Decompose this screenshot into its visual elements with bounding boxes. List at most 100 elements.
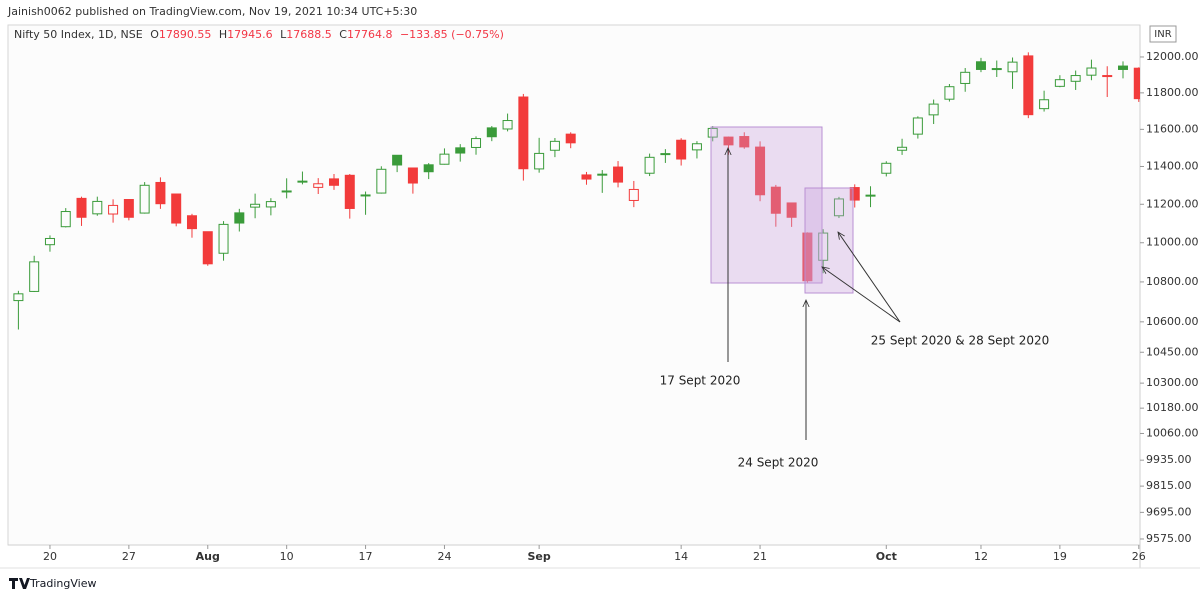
candle-body (581, 174, 592, 180)
y-tick-label: 9815.00 (1146, 479, 1192, 492)
candle-body (329, 178, 339, 186)
currency: INR (1154, 29, 1171, 40)
candle-body (376, 168, 387, 194)
candle-body (991, 68, 1002, 71)
candle-body (139, 184, 150, 214)
candle-body (423, 164, 434, 173)
annotation: 25 Sept 2020 & 28 Sept 2020 (871, 334, 1050, 348)
x-tick-label: Aug (196, 550, 220, 563)
legend-c: 17764.8 (347, 28, 393, 41)
candle-body (975, 61, 986, 70)
legend-c-label: C (339, 28, 347, 41)
y-tick-label: 11600.00 (1146, 122, 1199, 135)
plot (13, 52, 1140, 330)
annotation: 24 Sept 2020 (738, 456, 819, 470)
candle-body (13, 293, 24, 302)
candle-body (344, 174, 355, 209)
candle-body (549, 140, 560, 151)
candle-body (313, 183, 324, 188)
candle-body (92, 200, 103, 215)
candle-body (818, 232, 829, 261)
legend-o: 17890.55 (159, 28, 212, 41)
y-tick-label: 10060.00 (1146, 426, 1199, 439)
plot-area (7, 24, 1141, 546)
candle-body (881, 162, 892, 174)
candle-body (234, 212, 245, 224)
y-tick-label: 10180.00 (1146, 401, 1199, 414)
x-tick-label: 10 (280, 550, 294, 563)
candle-body (928, 103, 939, 116)
legend-l-label: L (280, 28, 287, 41)
annotation: 17 Sept 2020 (660, 374, 741, 388)
candle-body (833, 198, 844, 217)
candle-body (944, 86, 955, 100)
x-tick-label: 19 (1053, 550, 1067, 563)
y-tick-label: 10450.00 (1146, 345, 1199, 358)
candle-body (849, 187, 860, 201)
header: Jainish0062 published on TradingView.com… (7, 5, 417, 18)
x-tick-label: 24 (437, 550, 451, 563)
candle-body (518, 96, 529, 170)
candle-body (202, 231, 213, 265)
x-tick-label: 12 (974, 550, 988, 563)
candle-body (471, 138, 482, 148)
candle-body (250, 203, 261, 208)
candle-body (1102, 75, 1113, 78)
candle-body (455, 147, 466, 154)
candle-body (44, 237, 55, 246)
candle-body (281, 190, 292, 193)
candle-body (29, 261, 40, 292)
x-tick-label: 17 (359, 550, 373, 563)
x-tick-label: 20 (43, 550, 57, 563)
candle-body (186, 215, 197, 230)
legend-o-label: O (150, 28, 159, 41)
arrow (838, 232, 901, 323)
candle-body (912, 117, 923, 135)
x-tick-label: Sep (528, 550, 551, 563)
highlight-box (804, 187, 854, 294)
candle-body (439, 153, 450, 165)
candle-body (660, 153, 671, 156)
candle-body (802, 232, 813, 282)
candle-body (155, 181, 166, 205)
currency-box (1149, 25, 1177, 43)
candle-body (218, 223, 229, 254)
candle-body (739, 136, 750, 148)
candle-body (691, 143, 702, 151)
candle-body (1070, 75, 1081, 82)
y-tick-label: 11000.00 (1146, 236, 1199, 249)
candle-body (676, 139, 687, 160)
candle-body (565, 133, 576, 144)
x-tick-label: Oct (876, 550, 897, 563)
candle-body (865, 194, 876, 197)
logo (9, 578, 30, 589)
candle-body (265, 201, 276, 208)
legend-change: −133.85 (−0.75%) (400, 28, 504, 41)
candle-body (723, 136, 734, 146)
candle-body (628, 188, 639, 201)
candle-body (897, 146, 908, 151)
candle-body (707, 127, 718, 138)
x-tick-label: 14 (674, 550, 688, 563)
candle-body (171, 193, 182, 224)
candle-body (1054, 79, 1065, 87)
candle-body (360, 194, 371, 197)
candle-body (123, 199, 134, 218)
legend-symbol: Nifty 50 Index, 1D, NSE (14, 28, 143, 41)
y-tick-label: 10800.00 (1146, 275, 1199, 288)
y-tick-label: 9575.00 (1146, 532, 1192, 545)
x-tick-label: 27 (122, 550, 136, 563)
legend-h: 17945.6 (227, 28, 273, 41)
y-tick-label: 12000.00 (1146, 50, 1199, 63)
x-tick-label: 26 (1132, 550, 1146, 563)
y-tick-label: 9695.00 (1146, 505, 1192, 518)
y-tick-label: 11200.00 (1146, 197, 1199, 210)
candle-body (1086, 67, 1097, 76)
candle-body (1133, 67, 1140, 100)
candle-body (613, 166, 624, 183)
y-tick-label: 9935.00 (1146, 453, 1192, 466)
candle-body (502, 120, 513, 130)
y-tick-label: 11800.00 (1146, 86, 1199, 99)
legend-l: 17688.5 (286, 28, 332, 41)
candle-body (534, 152, 545, 170)
